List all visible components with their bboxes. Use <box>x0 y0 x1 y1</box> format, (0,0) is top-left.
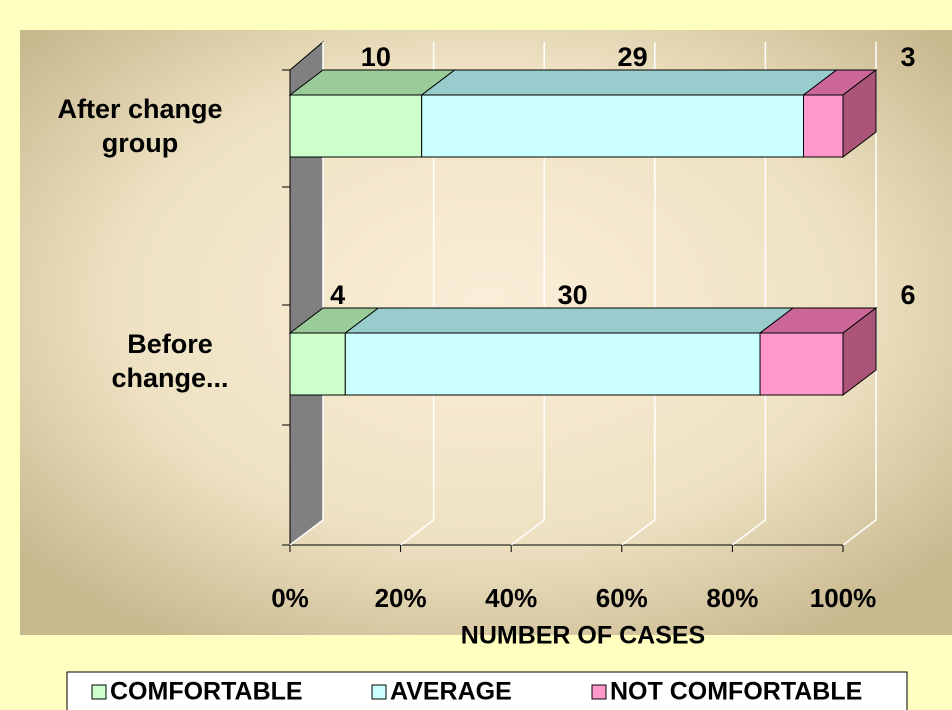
bar-front <box>344 332 761 396</box>
legend-label: AVERAGE <box>390 678 512 706</box>
bar-segment <box>758 306 878 397</box>
data-label: 3 <box>900 42 915 72</box>
legend-label: NOT COMFORTABLE <box>610 678 862 706</box>
x-tick-label: 100% <box>810 583 877 613</box>
x-tick-label: 40% <box>485 583 537 613</box>
bar-segment <box>343 307 795 396</box>
x-axis-title: NUMBER OF CASES <box>461 622 705 650</box>
bar-front <box>421 94 804 158</box>
legend-swatch <box>591 684 607 700</box>
bar-front <box>803 94 844 158</box>
bar-top <box>420 69 838 96</box>
legend <box>66 671 908 710</box>
grid-line <box>842 42 877 546</box>
grid-line <box>400 42 435 546</box>
bar-segment <box>288 69 457 158</box>
data-label: 30 <box>558 280 588 310</box>
grid-line <box>621 42 656 546</box>
x-tick-label: 20% <box>375 583 427 613</box>
x-tick-label: 80% <box>706 583 758 613</box>
data-label: 29 <box>618 42 648 72</box>
grid-line <box>510 42 545 546</box>
data-label: 6 <box>900 280 915 310</box>
data-label: 10 <box>361 42 391 72</box>
legend-swatch <box>371 684 387 700</box>
bar-front <box>289 332 346 396</box>
bar-front <box>759 332 844 396</box>
y-tick-label: Before change... <box>111 329 229 393</box>
bar-top <box>343 307 795 334</box>
data-label: 4 <box>330 280 345 310</box>
bar-segment <box>420 69 838 158</box>
legend-label: COMFORTABLE <box>110 678 303 706</box>
grid-line <box>731 42 767 546</box>
bar-segment <box>802 68 878 159</box>
bar-front <box>289 94 423 158</box>
bar-segment <box>288 307 380 396</box>
legend-swatch <box>91 684 107 700</box>
x-tick-label: 60% <box>596 583 648 613</box>
y-tick-label: After change group <box>57 94 223 158</box>
grid-line <box>289 42 324 546</box>
x-tick-label: 0% <box>271 583 309 613</box>
category-ticks <box>282 69 290 546</box>
